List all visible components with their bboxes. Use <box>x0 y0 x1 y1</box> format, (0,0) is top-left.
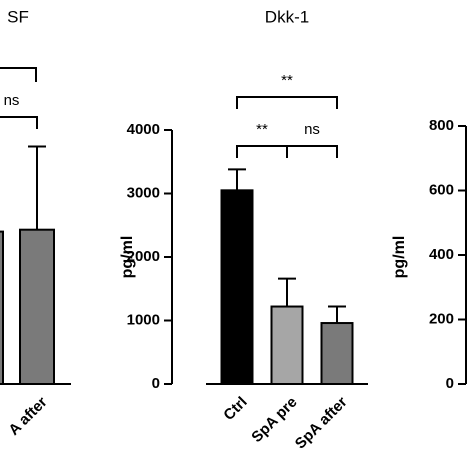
x-tick-label: SpA after <box>292 394 351 453</box>
y-tick-label: 3000 <box>127 184 160 201</box>
x-tick-label: A after <box>5 394 50 439</box>
y-tick-label: 400 <box>429 246 454 263</box>
y-tick-label: 1000 <box>127 311 160 328</box>
bar <box>19 228 55 385</box>
bar <box>0 230 4 385</box>
bracket <box>0 67 37 82</box>
y-axis-label: pg/ml <box>119 236 136 279</box>
chart-title: Dkk-1 <box>265 7 309 26</box>
significance-label: ** <box>281 72 293 89</box>
y-tick-label: 200 <box>429 310 454 327</box>
bracket <box>0 116 38 129</box>
chart-title: SF <box>7 7 29 26</box>
bar <box>270 305 304 385</box>
bar <box>220 189 254 385</box>
y-tick-label: 4000 <box>127 121 160 138</box>
y-tick-label: 0 <box>446 375 454 392</box>
bracket <box>236 96 338 109</box>
bracket <box>236 145 288 158</box>
significance-label: ns <box>4 92 20 109</box>
significance-label: ** <box>256 121 268 138</box>
y-tick-label: 800 <box>429 117 454 134</box>
bar <box>320 322 354 386</box>
bracket <box>286 145 338 158</box>
y-tick-label: 0 <box>152 375 160 392</box>
y-axis-label: pg/ml <box>391 236 408 279</box>
significance-label: ns <box>304 121 320 138</box>
y-tick-label: 2000 <box>127 248 160 265</box>
y-tick-label: 600 <box>429 181 454 198</box>
x-tick-label: Ctrl <box>220 394 250 424</box>
